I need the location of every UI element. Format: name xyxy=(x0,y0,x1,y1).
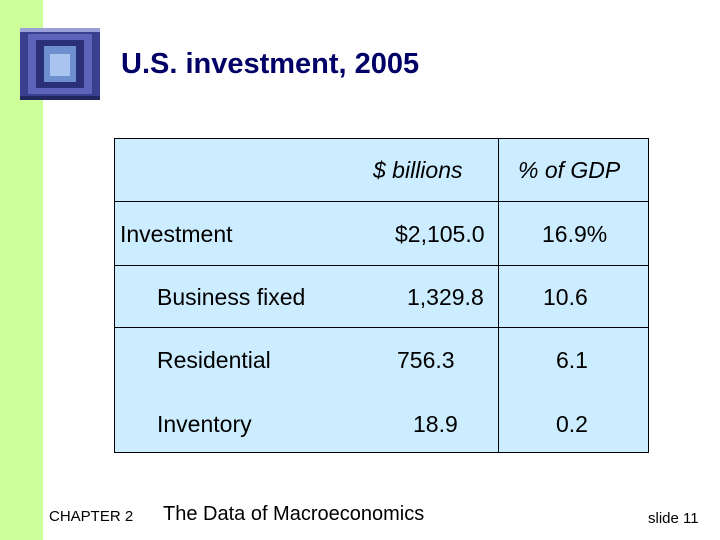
value-investment-pct: 16.9% xyxy=(542,221,608,247)
value-business-fixed-billions: 1,329.8 xyxy=(407,284,484,310)
window-logo-icon xyxy=(20,28,100,100)
row-divider xyxy=(115,201,648,202)
footer-slide-number: slide 11 xyxy=(648,510,699,527)
investment-table xyxy=(114,138,649,453)
value-residential-billions: 756.3 xyxy=(397,347,455,373)
value-residential-pct: 6.1 xyxy=(556,347,588,373)
slide-title: U.S. investment, 2005 xyxy=(121,48,420,80)
footer-chapter-title: The Data of Macroeconomics xyxy=(163,503,425,525)
header-pct-gdp: % of GDP xyxy=(518,157,621,183)
row-label-residential: Residential xyxy=(157,347,271,373)
row-divider xyxy=(115,265,648,266)
header-billions: $ billions xyxy=(373,157,463,183)
value-investment-billions: $2,105.0 xyxy=(395,221,485,247)
value-inventory-pct: 0.2 xyxy=(556,411,588,437)
row-divider xyxy=(115,327,648,328)
value-inventory-billions: 18.9 xyxy=(413,411,458,437)
footer-chapter: CHAPTER 2 xyxy=(49,508,134,525)
value-business-fixed-pct: 10.6 xyxy=(543,284,588,310)
row-label-inventory: Inventory xyxy=(157,411,252,437)
column-divider xyxy=(498,139,499,453)
row-label-investment: Investment xyxy=(120,221,233,247)
row-label-business-fixed: Business fixed xyxy=(157,284,306,310)
